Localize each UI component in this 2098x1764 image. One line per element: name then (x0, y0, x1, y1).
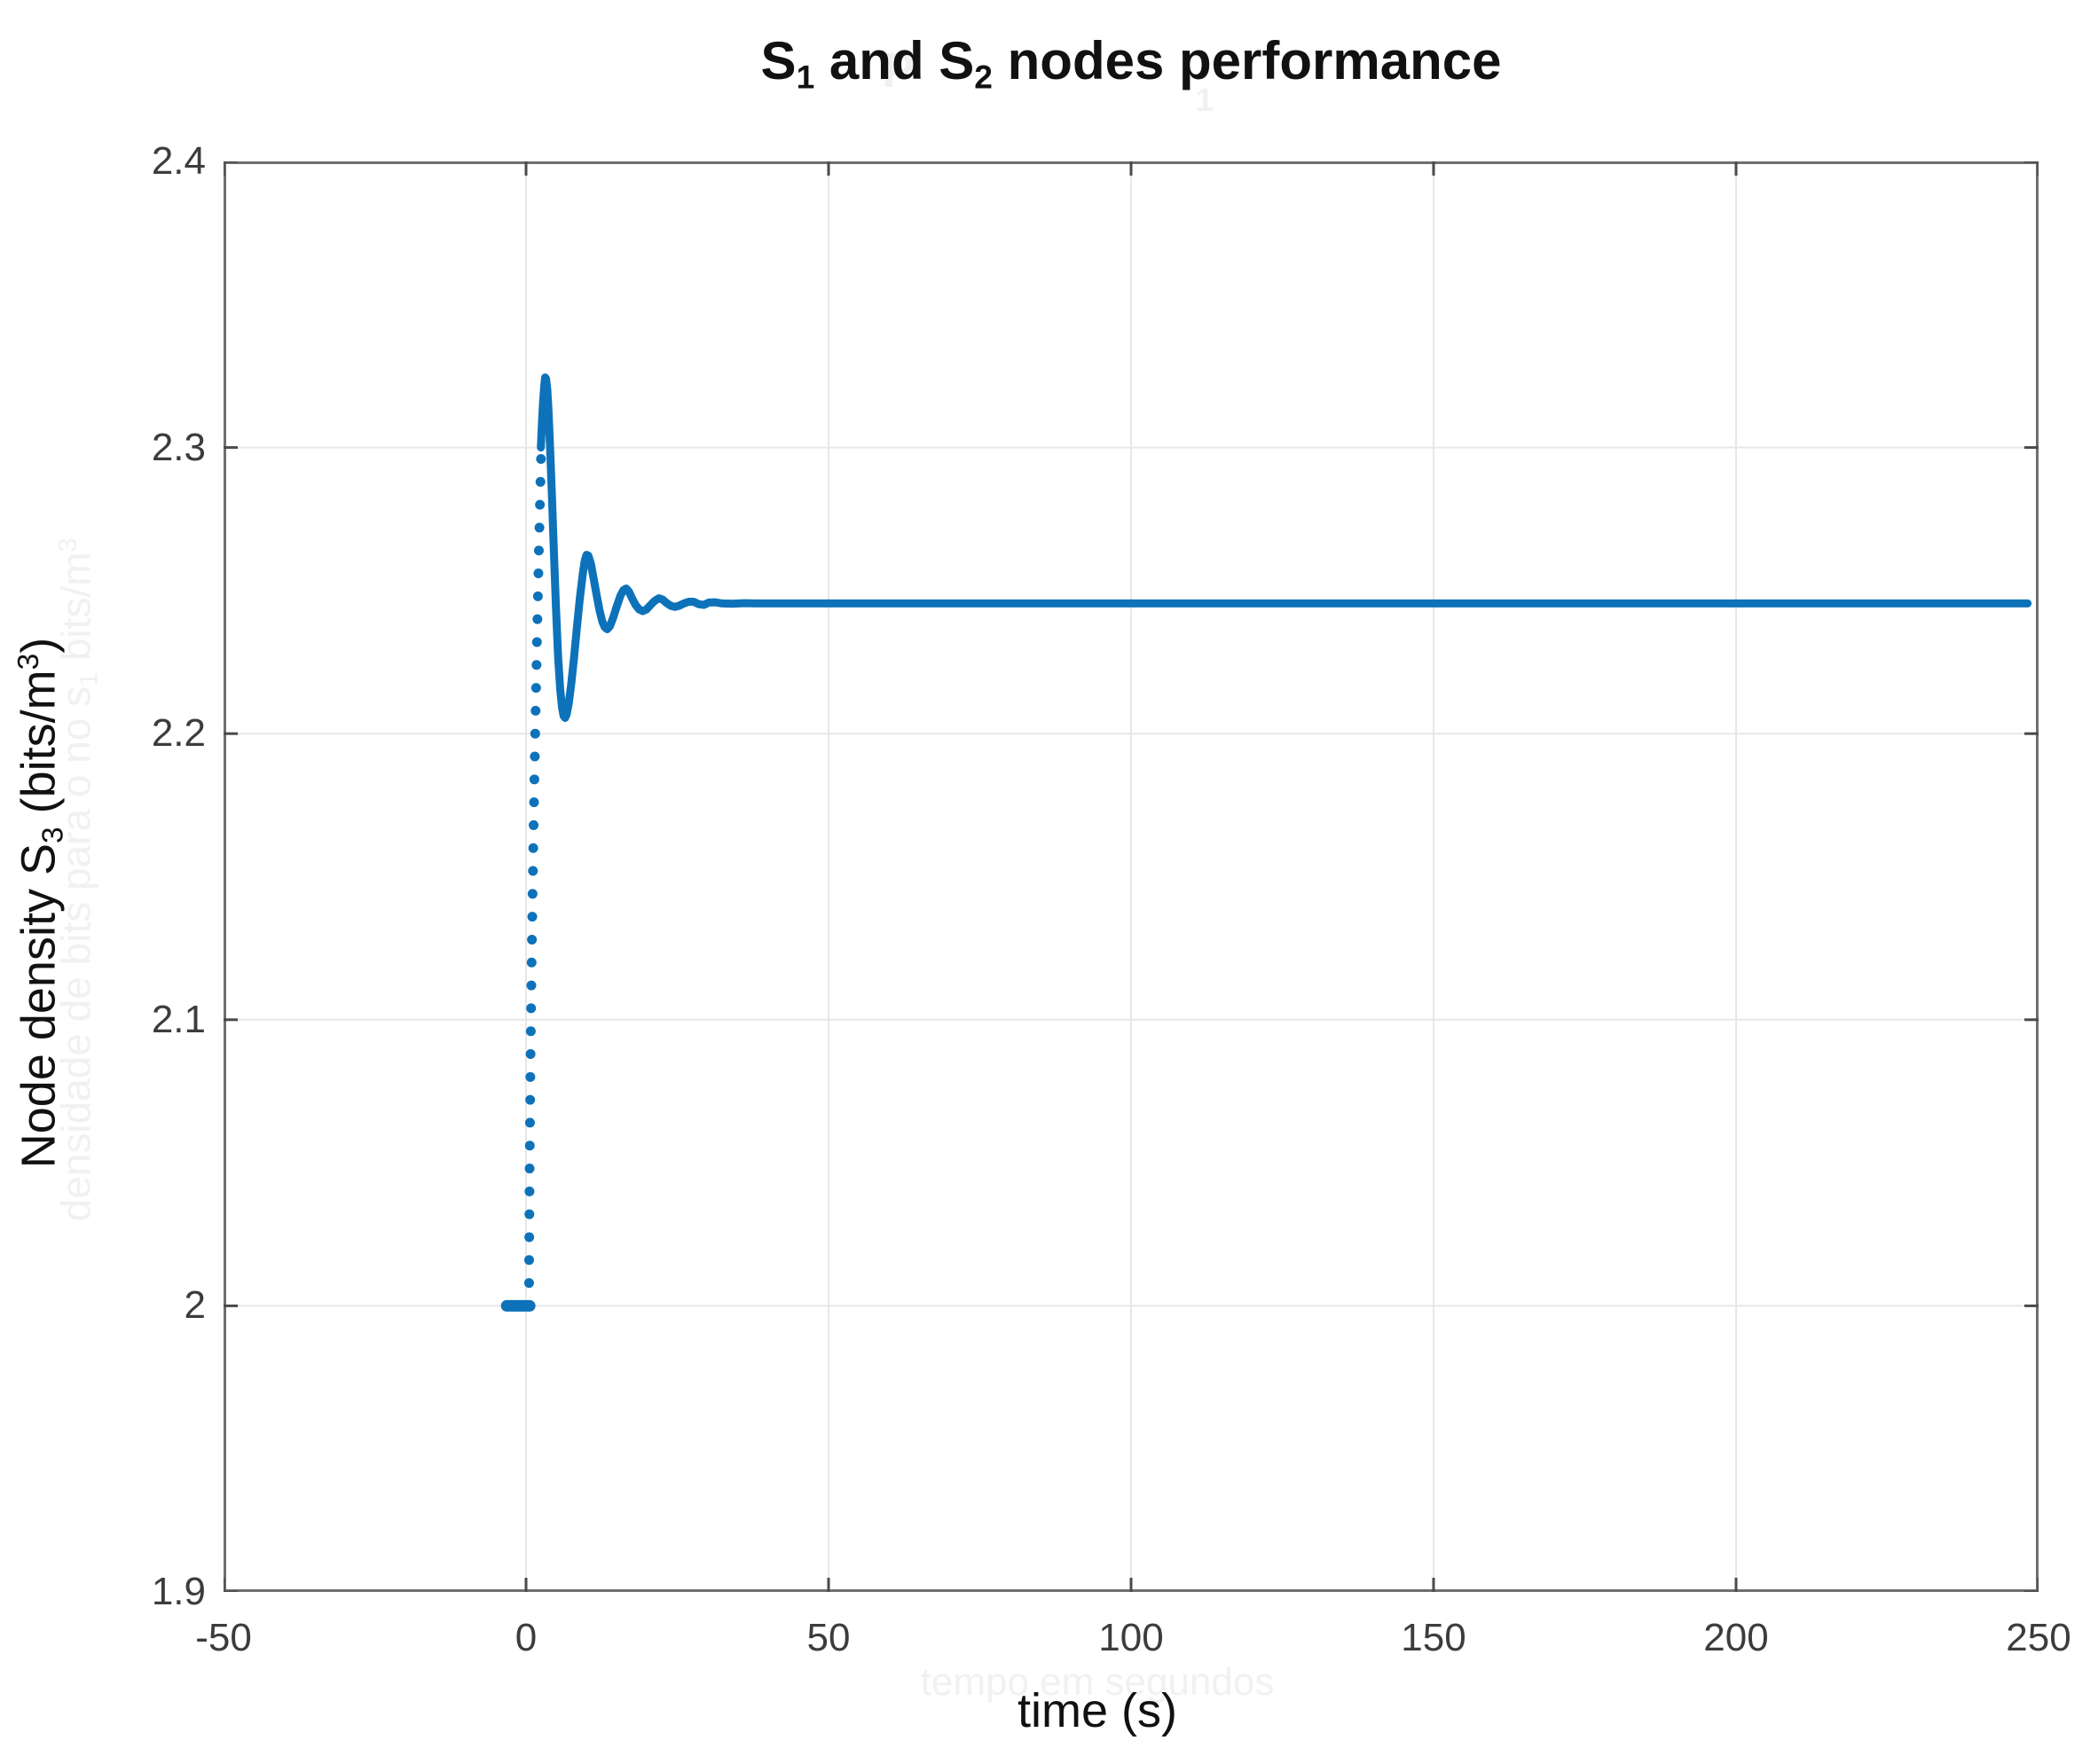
series-marker (530, 705, 541, 716)
series-marker (532, 614, 543, 624)
series-marker (526, 957, 537, 968)
series-marker (530, 751, 540, 762)
y-axis-label: Node density S3 (bits/m3) (12, 637, 70, 1169)
x-tick-label: 200 (1703, 1616, 1769, 1659)
series-marker (525, 1094, 536, 1105)
series-marker (532, 591, 543, 601)
series-marker (524, 1141, 535, 1151)
y-tick-label: 2.4 (151, 139, 206, 183)
series-marker (525, 1026, 536, 1037)
series-marker (527, 934, 538, 945)
series-marker (533, 545, 544, 556)
series-marker (524, 1232, 535, 1243)
series-marker (530, 728, 540, 739)
x-axis-label: time (s) (1018, 1684, 1177, 1737)
series-marker (530, 683, 541, 694)
ghost-x-axis-label: tempo em segundos (920, 1660, 1275, 1704)
series-marker (524, 1209, 535, 1219)
x-tick-label: 250 (2006, 1616, 2071, 1659)
ghost-title-fragment: P (882, 42, 915, 98)
series-marker (525, 1049, 536, 1060)
plot-area (224, 161, 2039, 1592)
x-tick-label: -50 (195, 1616, 252, 1659)
series-marker (527, 912, 538, 922)
chart-title: S1 and S2 nodes performance (760, 31, 1502, 96)
x-tick-label: 0 (515, 1616, 538, 1659)
series-marker (529, 774, 539, 785)
series-marker (524, 1117, 535, 1128)
series-marker (524, 1164, 535, 1174)
series-marker (529, 797, 539, 808)
series-marker (526, 980, 537, 991)
series-marker (523, 1255, 534, 1266)
y-tick-label: 2.2 (151, 711, 206, 756)
series-marker (531, 637, 542, 647)
series-marker (529, 819, 539, 830)
y-tick-label: 2 (184, 1283, 206, 1328)
x-tick-label: 150 (1401, 1616, 1466, 1659)
series-marker (531, 660, 542, 670)
series-marker (535, 476, 546, 487)
series-marker (535, 499, 546, 510)
series-marker (533, 568, 544, 579)
series-marker (524, 1186, 535, 1196)
series-marker (528, 866, 538, 876)
series-marker (534, 522, 545, 533)
y-tick-label: 1.9 (151, 1570, 206, 1613)
x-tick-label: 100 (1098, 1616, 1164, 1659)
series-marker (527, 889, 538, 899)
ghost-title-fragment: 1 (1196, 82, 1214, 118)
series-marker (523, 1278, 534, 1289)
series-line (537, 373, 2032, 722)
series-marker (525, 1071, 536, 1082)
series-marker (526, 1003, 537, 1014)
x-tick-label: 50 (806, 1616, 851, 1659)
y-tick-label: 2.1 (151, 997, 206, 1041)
series-marker (536, 454, 546, 465)
y-tick-label: 2.3 (151, 425, 206, 469)
plot-svg (224, 161, 2039, 1592)
series-marker (528, 843, 538, 853)
